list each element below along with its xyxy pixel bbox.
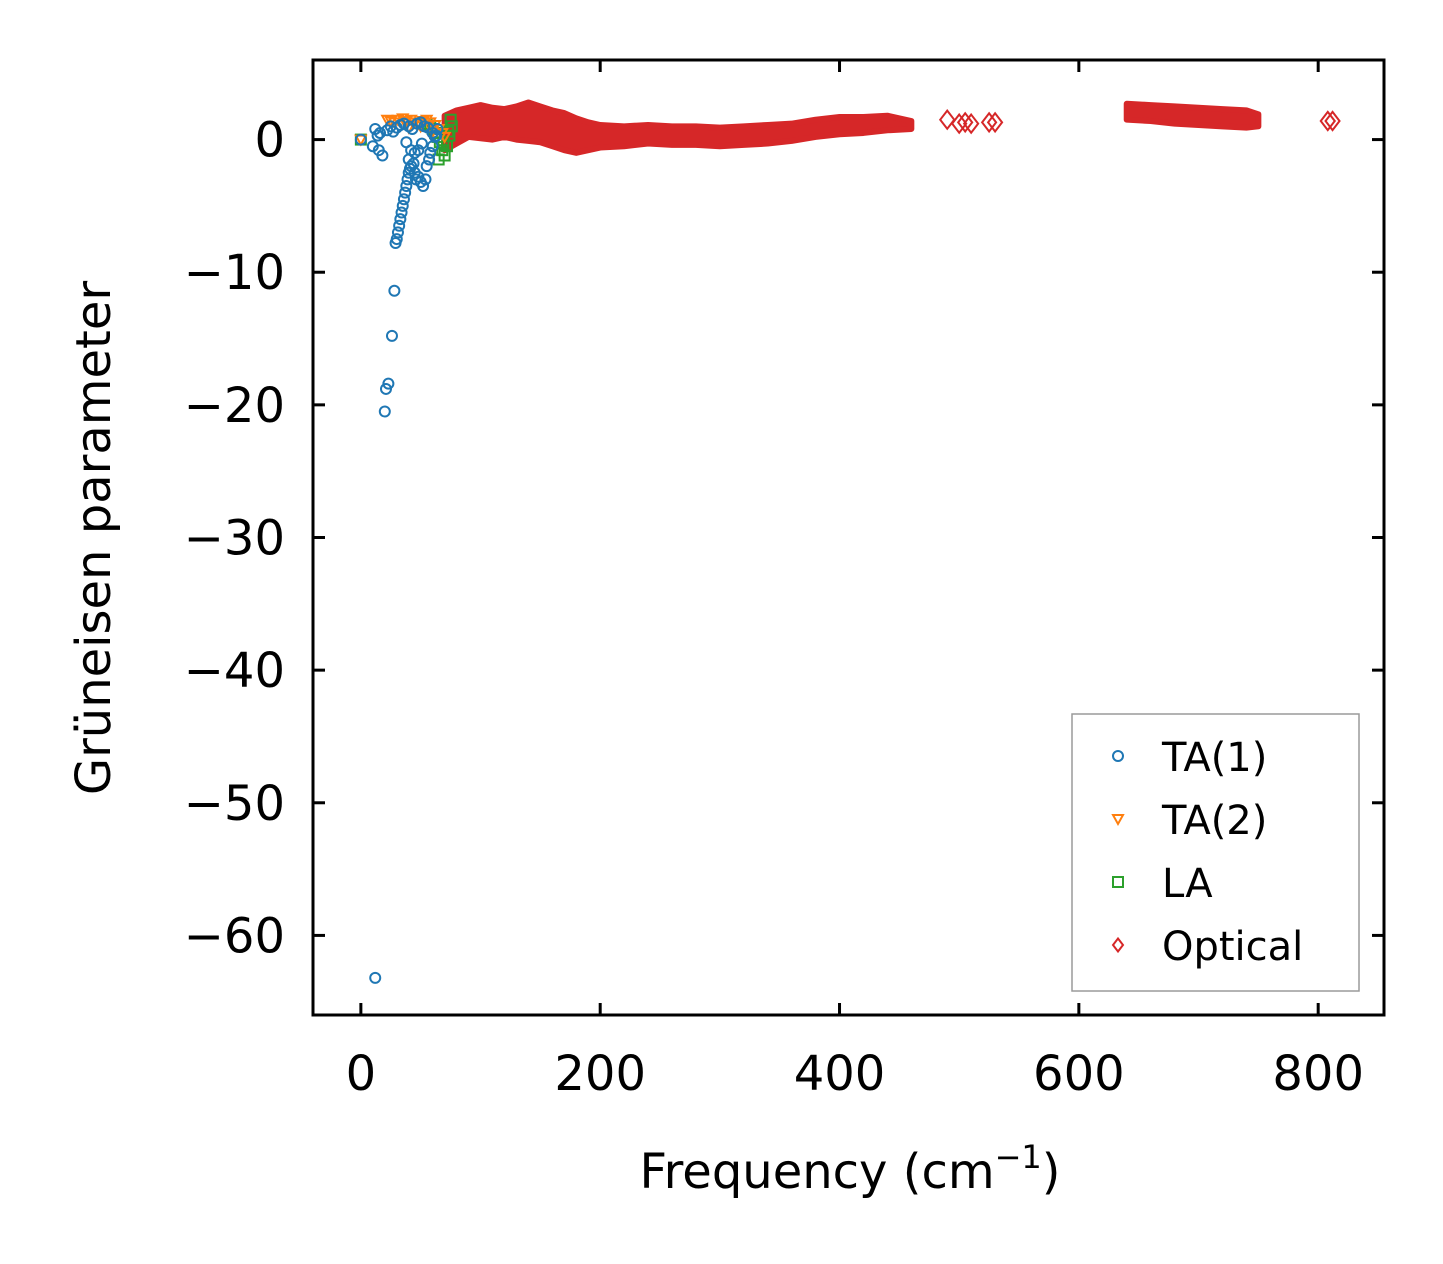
legend-marker-optical (1111, 936, 1125, 954)
point-ta-1 (424, 146, 437, 159)
legend-label-ta-2: TA(2) (1161, 798, 1267, 844)
point-ta-1 (405, 160, 418, 173)
point-ta-1 (419, 173, 432, 186)
x-axis-title: Frequency (cm−1) (639, 1138, 1060, 1200)
x-tick-label: 800 (1272, 1046, 1364, 1102)
point-ta-1 (423, 153, 436, 166)
point-ta-1 (376, 149, 389, 162)
y-tick-label: 0 (254, 113, 285, 169)
optical-band-2 (1123, 100, 1262, 131)
y-tick-label: −30 (184, 511, 285, 567)
y-tick-label: −50 (184, 776, 285, 832)
point-ta-1 (420, 160, 433, 173)
legend: TA(1) TA(2) LA Optical (1071, 713, 1360, 992)
x-axis-title-superscript: −1 (995, 1138, 1042, 1176)
point-ta-1 (390, 233, 403, 246)
point-ta-1 (430, 129, 443, 142)
point-ta-1 (371, 129, 384, 142)
y-tick-label: −60 (184, 908, 285, 964)
point-ta-1 (397, 193, 410, 206)
y-axis-title: Grüneisen parameter (66, 281, 122, 796)
legend-label-la: LA (1162, 861, 1213, 907)
plot-area (354, 99, 1341, 984)
point-optical (1324, 110, 1341, 132)
legend-marker-ta-1 (1112, 750, 1124, 762)
point-ta-1 (396, 199, 409, 212)
point-ta-1 (401, 173, 414, 186)
series-optical (938, 108, 1341, 135)
point-ta-1 (400, 180, 413, 193)
y-tick-label: −40 (184, 643, 285, 699)
point-ta-1 (385, 329, 398, 342)
point-ta-1 (382, 377, 395, 390)
optical-band-1 (441, 99, 915, 156)
point-ta-1 (391, 226, 404, 239)
legend-marker-ta-2 (1111, 814, 1125, 827)
point-ta-1 (394, 213, 407, 226)
point-la (444, 113, 457, 126)
point-ta-1 (374, 126, 387, 139)
x-tick-label: 400 (794, 1046, 886, 1102)
x-axis-title-close: ) (1042, 1144, 1061, 1200)
point-ta-1 (400, 136, 413, 149)
point-ta-1 (393, 219, 406, 232)
point-ta-1 (412, 144, 425, 157)
series-ta-1 (354, 116, 444, 984)
legend-marker-la (1112, 876, 1124, 888)
point-optical (950, 112, 968, 135)
point-ta-1 (388, 284, 401, 297)
point-optical (962, 112, 980, 135)
x-tick-label: 0 (346, 1046, 377, 1102)
x-axis-title-main: Frequency (cm (639, 1144, 994, 1200)
point-ta-1 (417, 180, 430, 193)
point-ta-2 (437, 131, 452, 144)
point-ta-1 (395, 206, 408, 219)
legend-label-ta-1: TA(1) (1161, 735, 1267, 781)
point-optical (938, 108, 956, 131)
point-optical (986, 111, 1004, 134)
point-ta-1 (415, 137, 428, 150)
x-tick-label: 600 (1033, 1046, 1125, 1102)
axis-ticks: 0 200 400 600 800 0 −10 −20 −30 −40 −50 −60 (184, 60, 1384, 1102)
point-optical (956, 111, 974, 134)
point-ta-1 (354, 133, 367, 146)
point-ta-1 (399, 186, 412, 199)
point-ta-1 (378, 405, 391, 418)
point-ta-1 (369, 971, 382, 984)
legend-label-optical: Optical (1162, 924, 1303, 970)
point-optical (980, 111, 998, 134)
point-optical (1319, 110, 1337, 132)
x-tick-label: 200 (554, 1046, 646, 1102)
y-tick-label: −10 (184, 245, 285, 301)
y-tick-label: −20 (184, 378, 285, 434)
